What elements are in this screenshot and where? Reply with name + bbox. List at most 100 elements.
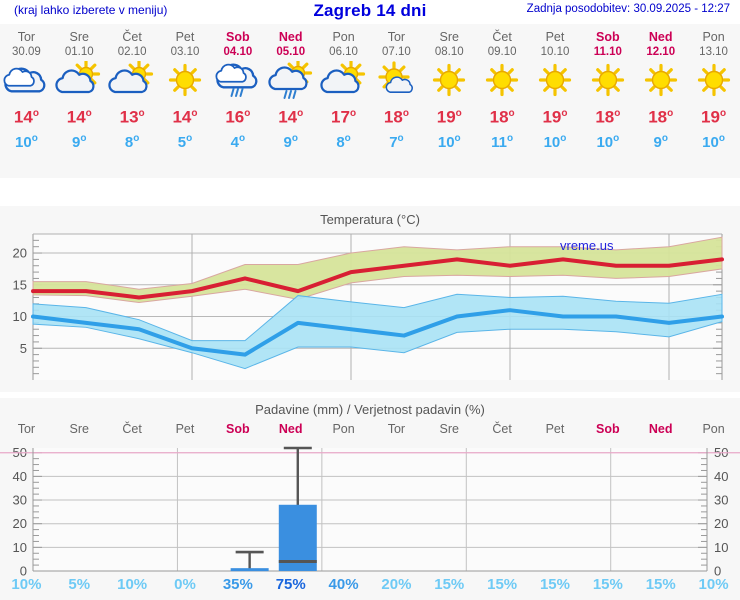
svg-text:30: 30	[13, 493, 27, 508]
precip-probability-value: 5%	[68, 576, 91, 593]
precip-day-label: Pet	[545, 422, 565, 436]
min-temperature-value: 10o	[15, 132, 38, 151]
svg-text:0: 0	[714, 564, 721, 579]
svg-text:40: 40	[714, 469, 728, 484]
day-of-week-label: Tor	[387, 30, 406, 44]
min-temperature-value: 9o	[72, 132, 87, 151]
day-of-week-label: Ned	[278, 30, 303, 44]
precip-probability-value: 15%	[645, 576, 676, 593]
partly-sunny-icon	[106, 61, 159, 101]
day-date-label: 12.10	[646, 46, 676, 58]
min-temperature-value: 10o	[702, 132, 725, 151]
precip-probability-value: 75%	[275, 576, 306, 593]
sun-rain-icon	[264, 61, 317, 101]
day-column: Sob 11.10 18o 10o	[581, 24, 634, 153]
max-temperature-value: 16o	[225, 107, 251, 127]
sun-small-cloud-icon	[370, 61, 423, 101]
day-of-week-label: Pon	[332, 30, 355, 44]
day-date-label: 01.10	[64, 46, 94, 58]
max-temperature-value: 13o	[119, 107, 145, 127]
day-column: Sob 04.10 16o 4o	[211, 24, 264, 153]
day-column: Pet 10.10 19o 10o	[529, 24, 582, 153]
day-of-week-label: Pet	[545, 30, 565, 44]
day-date-label: 03.10	[170, 46, 200, 58]
min-temperature-value: 8o	[124, 132, 140, 151]
day-of-week-label: Sre	[439, 30, 459, 44]
svg-text:5: 5	[20, 341, 27, 356]
svg-text:0: 0	[20, 564, 27, 579]
day-column: Ned 05.10 14o 9o	[264, 24, 317, 153]
precip-day-label: Pet	[175, 422, 195, 436]
min-temperature-value: 10o	[596, 132, 620, 151]
precip-day-label: Pon	[332, 422, 355, 436]
location-hint: (kraj lahko izberete v meniju)	[14, 3, 168, 17]
temperature-plot-svg: 5 10 15 20	[13, 233, 724, 380]
precip-day-label: Ned	[648, 422, 673, 436]
day-column: Sre 01.10 14o 9o	[53, 24, 106, 153]
precip-day-label: Sob	[226, 422, 250, 436]
precip-probability-value: 15%	[539, 576, 570, 593]
day-of-week-label: Sre	[69, 30, 89, 44]
sunny-icon	[423, 61, 476, 101]
day-date-label: 13.10	[699, 46, 728, 58]
precip-day-label: Čet	[122, 422, 142, 436]
min-temperature-value: 8o	[336, 132, 351, 151]
partly-sunny-icon	[317, 61, 370, 101]
precip-probability-value: 15%	[592, 576, 623, 593]
svg-text:10: 10	[13, 540, 27, 555]
day-of-week-label: Pet	[175, 30, 195, 44]
max-temperature-value: 18o	[383, 107, 409, 127]
max-temperature-value: 19o	[701, 107, 727, 127]
max-temperature-value: 18o	[595, 107, 621, 127]
day-date-label: 10.10	[540, 46, 570, 58]
day-of-week-label: Sob	[226, 30, 250, 44]
daily-forecast-strip: Tor 30.09 14o 10o Sre 01.10 14o 9o Čet 02.10 13…	[0, 24, 740, 178]
max-temperature-value: 18o	[489, 107, 515, 127]
day-date-label: 08.10	[434, 46, 464, 58]
precipitation-chart-title: Padavine (mm) / Verjetnost padavin (%)	[255, 402, 485, 417]
day-date-label: 04.10	[223, 46, 253, 58]
day-date-label: 06.10	[329, 46, 358, 58]
cloudy-icon	[0, 61, 53, 101]
svg-text:10: 10	[714, 540, 728, 555]
max-temperature-value: 18o	[648, 107, 674, 127]
sunny-icon	[529, 61, 582, 101]
precipitation-probability-row: 10% 5% 10% 0% 35% 75% 40% 20% 15% 15% 15% 15% 15% 10%	[0, 576, 740, 598]
day-date-label: 05.10	[276, 46, 306, 58]
temperature-chart-title: Temperatura (°C)	[320, 212, 420, 227]
temperature-chart: Temperatura (°C) 5 10 15 20 vreme.us	[0, 206, 740, 392]
precipitation-chart: Padavine (mm) / Verjetnost padavin (%) T…	[0, 398, 740, 600]
day-column: Tor 07.10 18o 7o	[370, 24, 423, 153]
watermark-label: vreme.us	[560, 238, 614, 253]
min-temperature-value: 10o	[437, 132, 461, 151]
precip-probability-value: 10%	[117, 576, 148, 593]
day-date-label: 07.10	[382, 46, 411, 58]
svg-text:20: 20	[714, 516, 728, 531]
day-date-label: 02.10	[117, 46, 147, 58]
precip-probability-value: 0%	[174, 576, 196, 593]
max-temperature-value: 14o	[13, 107, 39, 127]
precipitation-day-labels: Tor Sre Čet Pet Sob Ned Pon Tor Sre Čet Pet Sob Ned P…	[0, 422, 740, 440]
sunny-icon	[687, 61, 740, 101]
day-column: Pon 13.10 19o 10o	[687, 24, 740, 153]
max-temperature-value: 14o	[172, 107, 198, 127]
day-of-week-label: Sob	[596, 30, 620, 44]
day-column: Čet 09.10 18o 11o	[476, 24, 529, 153]
day-date-label: 30.09	[12, 46, 41, 58]
day-date-label: 11.10	[593, 46, 622, 58]
precip-day-label: Pon	[702, 422, 725, 436]
day-column: Pet 03.10 14o 5o	[159, 24, 212, 153]
day-of-week-label: Pon	[702, 30, 725, 44]
max-temperature-value: 14o	[66, 107, 92, 127]
min-temperature-value: 4o	[230, 132, 246, 151]
precip-day-label: Sre	[439, 422, 459, 436]
day-of-week-label: Tor	[17, 30, 36, 44]
day-column: Pon 06.10 17o 8o	[317, 24, 370, 153]
precip-probability-value: 10%	[11, 576, 42, 593]
svg-text:15: 15	[13, 277, 27, 292]
sunny-icon	[159, 61, 212, 101]
precip-day-label: Čet	[492, 422, 512, 436]
min-temperature-value: 5o	[177, 132, 193, 151]
